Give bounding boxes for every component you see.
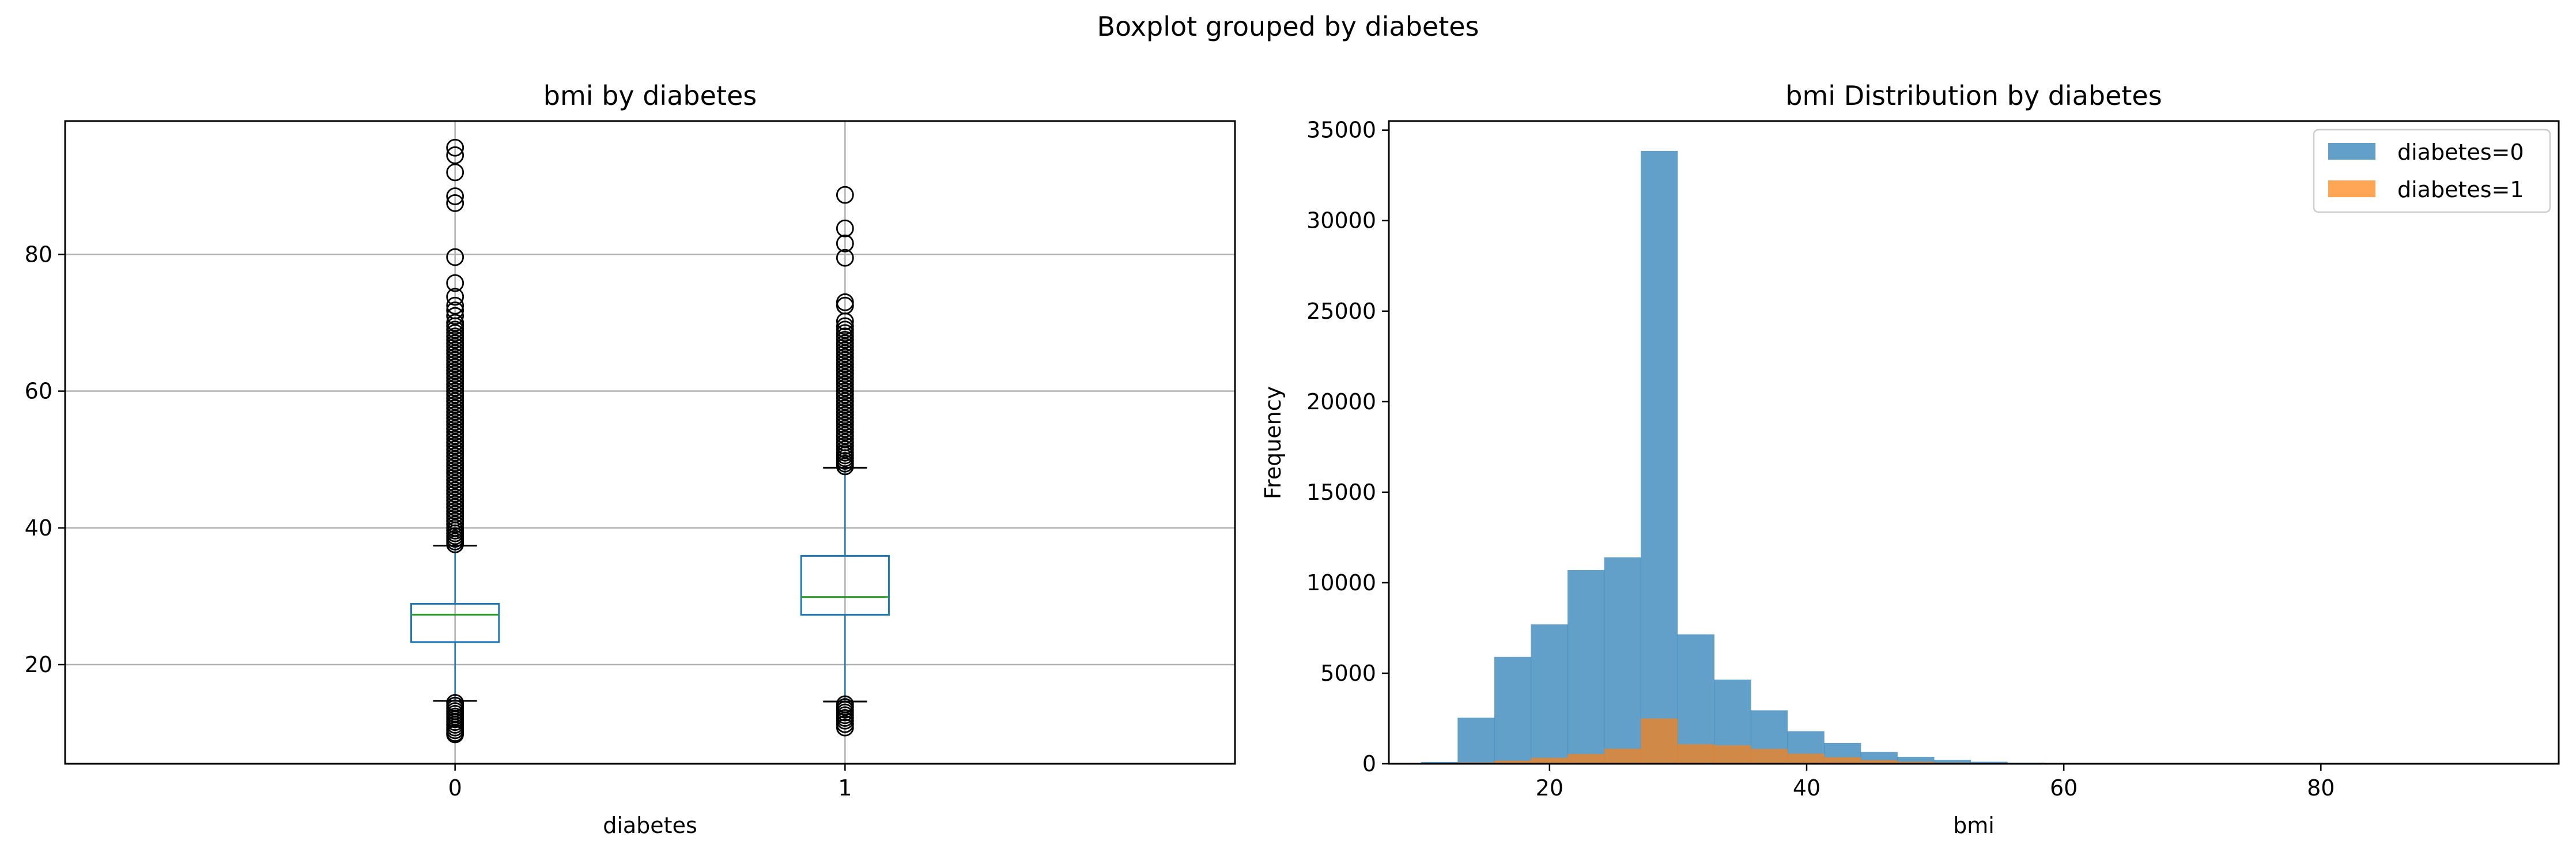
hist-bar-diabetes-0 [1567, 570, 1605, 764]
hist-bar-diabetes-0 [1457, 717, 1495, 764]
hist-bar-diabetes-0 [1421, 761, 1458, 764]
boxplot-ytick-label: 60 [25, 379, 52, 404]
hist-bar-diabetes-0 [1677, 634, 1714, 764]
figure-suptitle: Boxplot grouped by diabetes [1097, 11, 1479, 42]
hist-bar-diabetes-1 [1567, 754, 1605, 764]
histogram-xtick-label: 40 [1793, 775, 1820, 801]
box-flier-point [446, 274, 464, 292]
histogram-ytick-label: 5000 [1320, 661, 1376, 686]
boxplot-grid [65, 121, 1235, 764]
box-flier-point [446, 307, 464, 325]
histogram-xtick-label: 80 [2307, 775, 2335, 801]
box-flier-point [446, 288, 464, 306]
boxplot-title: bmi by diabetes [543, 80, 757, 111]
histogram-marks [1421, 150, 2521, 764]
histogram-ytick-label: 25000 [1306, 299, 1376, 324]
hist-bar-diabetes-1 [1750, 749, 1788, 764]
box-flier-point [446, 314, 464, 332]
histogram-xtick-label: 20 [1536, 775, 1563, 801]
hist-bar-diabetes-1 [1604, 748, 1641, 764]
legend-label-diabetes-0: diabetes=0 [2397, 139, 2524, 165]
histogram-xtick-label: 60 [2050, 775, 2078, 801]
legend-swatch-diabetes-0 [2328, 143, 2375, 160]
hist-bar-diabetes-0 [1494, 657, 1532, 764]
box-body [410, 602, 500, 643]
box-flier-point [446, 248, 464, 266]
histogram-panel: bmi Distribution by diabetes 20 40 60 80 0 50… [1260, 80, 2560, 838]
box-flier-point [446, 296, 464, 315]
hist-bar-diabetes-1 [1714, 745, 1751, 764]
box-body [800, 555, 890, 616]
hist-bar-diabetes-0 [1604, 557, 1641, 764]
box-flier-point [446, 187, 464, 205]
box-flier-point [836, 718, 854, 737]
histogram-ytick-label: 10000 [1306, 570, 1376, 595]
histogram-ytick-label: 30000 [1306, 208, 1376, 233]
boxplot-ytick-label: 40 [25, 515, 52, 541]
hist-bar-diabetes-1 [1494, 760, 1532, 764]
boxplot-ytick-label: 20 [25, 652, 52, 677]
boxplot-ytick-label: 80 [25, 242, 52, 267]
box-flier-point [446, 194, 464, 212]
histogram-frame [1388, 120, 2560, 765]
hist-bar-diabetes-1 [1677, 744, 1714, 764]
hist-bar-diabetes-0 [1897, 757, 1935, 764]
hist-bar-diabetes-1 [1860, 760, 1898, 764]
legend-label-diabetes-1: diabetes=1 [2397, 177, 2524, 202]
legend-swatch-diabetes-1 [2328, 180, 2375, 197]
box-flier-point [836, 234, 854, 252]
hist-bar-diabetes-1 [1531, 757, 1568, 764]
box-flier-point [836, 317, 854, 335]
box-flier-point [836, 186, 854, 204]
hist-bar-diabetes-1 [1787, 753, 1825, 764]
hist-bar-diabetes-0 [1933, 760, 1971, 764]
histogram-title: bmi Distribution by diabetes [1785, 80, 2162, 111]
boxplot-frame [64, 120, 1236, 765]
hist-bar-diabetes-0 [1531, 624, 1568, 764]
boxplot-ticks: 20 40 60 80 0 1 [25, 242, 852, 801]
boxplot-panel: bmi by diabetes 20 40 60 80 0 1 diabetes [25, 80, 1236, 838]
histogram-ytick-label: 20000 [1306, 389, 1376, 414]
histogram-xlabel: bmi [1953, 813, 1995, 838]
histogram-ticks: 20 40 60 80 0 5000 10000 15000 20000 25000 30000 35… [1306, 118, 2335, 801]
box-flier-point [836, 293, 854, 311]
hist-bar-diabetes-0 [1641, 150, 1678, 764]
box-flier-point [836, 219, 854, 237]
boxplot-xlabel: diabetes [603, 813, 697, 838]
histogram-ytick-label: 0 [1362, 751, 1376, 776]
box-flier-point [446, 725, 464, 744]
histogram-ytick-label: 15000 [1306, 480, 1376, 505]
boxplot-xtick-label: 0 [448, 775, 462, 801]
box-flier-point [836, 248, 854, 267]
box-flier-point [446, 301, 464, 319]
histogram-legend: diabetes=0 diabetes=1 [2313, 129, 2551, 213]
box-flier-point [446, 138, 464, 157]
hist-bar-diabetes-0 [1970, 761, 2008, 764]
boxplot-marks [410, 138, 890, 744]
box-flier-point [446, 163, 464, 182]
boxplot-xtick-label: 1 [838, 775, 852, 801]
histogram-ylabel: Frequency [1260, 386, 1286, 499]
hist-bar-diabetes-1 [1641, 718, 1678, 764]
histogram-ytick-label: 35000 [1306, 118, 1376, 143]
box-flier-point [446, 146, 464, 164]
hist-bar-diabetes-1 [1897, 761, 1935, 764]
hist-bar-diabetes-1 [1824, 757, 1861, 764]
